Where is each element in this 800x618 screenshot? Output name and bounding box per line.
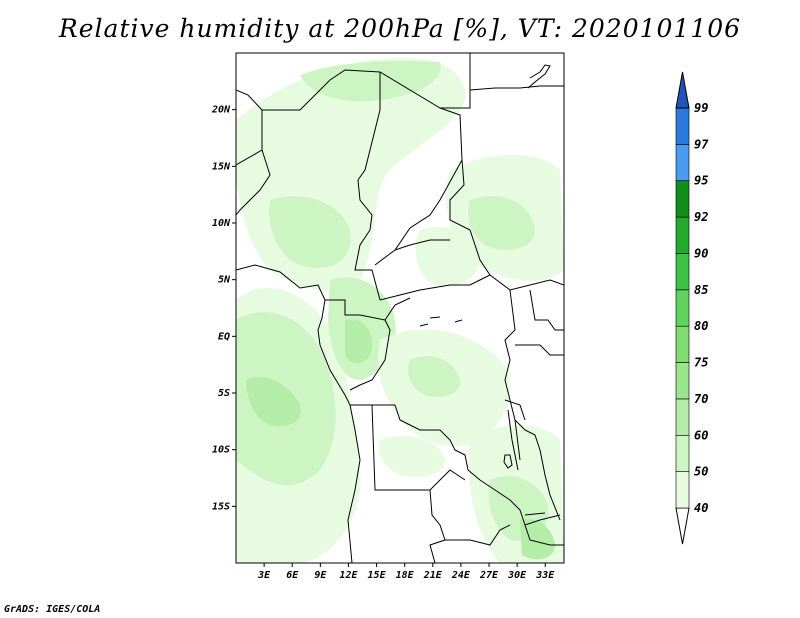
- colorbar-label: 40: [694, 501, 708, 515]
- colorbar-box: [675, 253, 690, 291]
- colorbar-label: 99: [694, 101, 708, 115]
- colorbar-label: 92: [694, 210, 708, 224]
- colorbar-label: 95: [694, 174, 708, 188]
- lat-label: 15S: [212, 501, 230, 512]
- colorbar-box: [675, 216, 690, 254]
- colorbar-lower-triangle: [675, 507, 690, 545]
- lat-label: 20N: [211, 105, 231, 116]
- lon-label: 18E: [396, 570, 415, 581]
- longitude-axis: 3E 6E 9E 12E 15E 18E 21E 24E 27E 30E 33E: [257, 563, 555, 581]
- colorbar-upper-triangle: [675, 71, 690, 109]
- lon-label: 9E: [314, 570, 327, 581]
- lat-label: 5S: [218, 388, 230, 399]
- colorbar-label: 75: [694, 356, 708, 370]
- colorbar-label: 70: [694, 392, 708, 406]
- colorbar-label: 85: [694, 283, 708, 297]
- lat-label: EQ: [218, 331, 230, 342]
- colorbar-box: [675, 434, 690, 472]
- lon-label: 30E: [507, 570, 527, 581]
- map-title: Relative humidity at 200hPa [%], VT: 202…: [58, 14, 742, 43]
- lon-label: 6E: [286, 570, 299, 581]
- colorbar-label: 60: [694, 428, 708, 442]
- colorbar-box: [675, 144, 690, 182]
- lat-label: 15N: [212, 161, 231, 172]
- colorbar-label: 50: [694, 465, 708, 479]
- colorbar-box: [675, 107, 690, 145]
- latitude-axis: 20N 15N 10N 5N EQ 5S 10S 15S: [211, 105, 236, 512]
- colorbar-box: [675, 325, 690, 363]
- colorbar-box: [675, 289, 690, 327]
- lon-label: 24E: [451, 570, 471, 581]
- lon-label: 27E: [479, 570, 499, 581]
- colorbar-label: 90: [694, 246, 708, 260]
- lon-label: 3E: [257, 570, 271, 581]
- lon-label: 21E: [423, 570, 443, 581]
- grads-credit: GrADS: IGES/COLA: [4, 604, 101, 615]
- colorbar-label: 97: [694, 137, 709, 151]
- lon-label: 12E: [339, 570, 358, 581]
- map-frame: [235, 52, 565, 564]
- colorbar-box: [675, 471, 690, 509]
- country-borders: [236, 53, 564, 563]
- lon-label: 15E: [368, 570, 387, 581]
- colorbar-box: [675, 362, 690, 400]
- lat-label: 10N: [212, 218, 231, 229]
- lat-label: 10S: [212, 445, 230, 456]
- colorbar-box: [675, 398, 690, 436]
- colorbar-label: 80: [694, 319, 708, 333]
- humidity-shading: [236, 58, 564, 563]
- lon-label: 33E: [535, 570, 555, 581]
- lat-label: 5N: [218, 275, 231, 286]
- colorbar-box: [675, 180, 690, 218]
- colorbar: 40 50 60 70 75 80 85 90 92 95 97 99: [675, 71, 709, 545]
